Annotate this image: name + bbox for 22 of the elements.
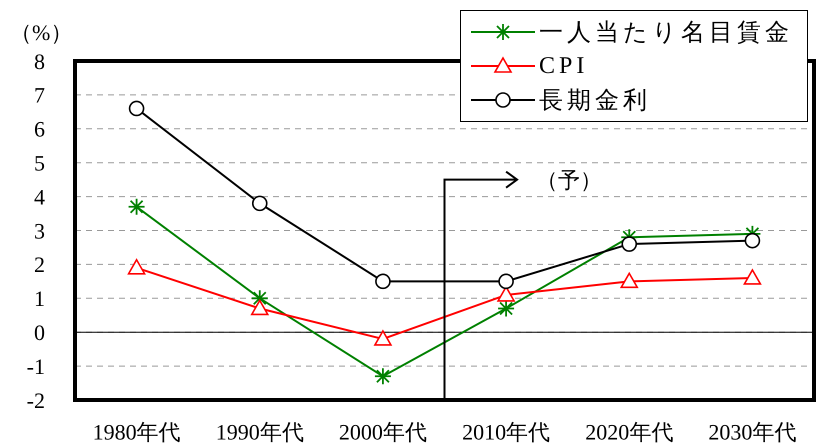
y-tick-label: 5 <box>34 150 45 176</box>
legend-label: 一人当たり名目賃金 <box>539 19 793 48</box>
y-tick-label: 2 <box>34 252 45 278</box>
y-tick-label: -1 <box>26 354 45 379</box>
x-tick-label: 2030年代 <box>708 420 796 445</box>
legend-label: 長期金利 <box>539 87 651 116</box>
y-tick-label: 7 <box>34 82 45 108</box>
y-tick-label: 4 <box>34 184 45 210</box>
y-tick-label: -2 <box>26 388 45 413</box>
x-tick-label: 1990年代 <box>216 420 304 445</box>
x-tick-label: 2000年代 <box>338 420 427 445</box>
y-tick-label: 1 <box>34 286 45 312</box>
x-tick-label: 1980年代 <box>92 420 181 445</box>
legend-label: CPI <box>539 52 588 80</box>
y-tick-label: 3 <box>34 218 45 244</box>
x-tick-label: 2010年代 <box>462 420 550 445</box>
y-tick-label: 6 <box>34 116 45 142</box>
y-axis-title: （%） <box>10 20 72 45</box>
x-tick-label: 2020年代 <box>585 420 674 445</box>
y-tick-label: 8 <box>34 48 45 74</box>
annotation: （予） <box>536 168 602 193</box>
y-tick-label: 0 <box>34 320 45 346</box>
